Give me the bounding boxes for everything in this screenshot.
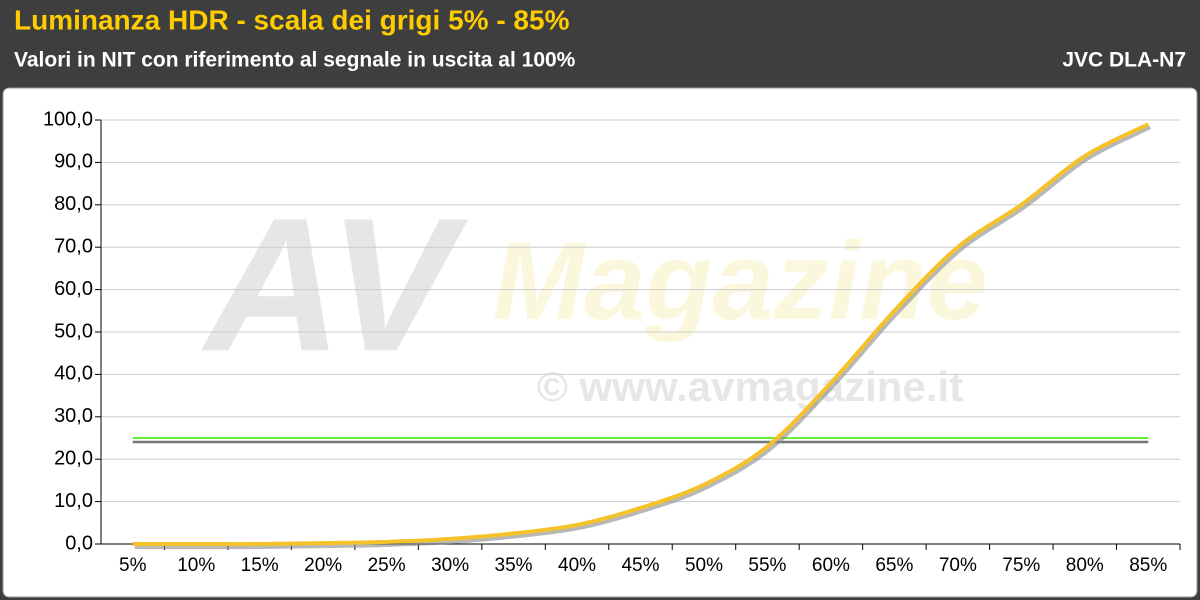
x-tick-label: 85%: [1129, 555, 1167, 576]
y-tick-label: 10,0: [54, 490, 93, 512]
x-tick-label: 55%: [748, 555, 786, 576]
y-tick-label: 0,0: [65, 532, 93, 554]
watermark-brand: Magazine: [492, 220, 987, 343]
x-tick-label: 65%: [875, 555, 913, 576]
x-tick-label: 35%: [495, 555, 533, 576]
y-tick-label: 80,0: [54, 193, 93, 215]
x-tick-label: 30%: [431, 555, 469, 576]
watermark-url: © www.avmagazine.it: [537, 363, 963, 410]
x-tick-label: 15%: [241, 555, 279, 576]
y-tick-label: 100,0: [43, 108, 93, 130]
y-tick-label: 90,0: [54, 151, 93, 173]
x-tick-label: 10%: [177, 555, 215, 576]
y-tick-label: 20,0: [54, 447, 93, 469]
y-tick-label: 40,0: [54, 363, 93, 385]
x-tick-label: 70%: [939, 555, 977, 576]
line-shadow: [134, 125, 1152, 550]
device-label: JVC DLA-N7: [1062, 49, 1186, 72]
x-tick-label: 45%: [621, 555, 659, 576]
chart-subtitle: Valori in NIT con riferimento al segnale…: [14, 49, 576, 72]
x-tick-label: 60%: [812, 555, 850, 576]
y-tick-label: 30,0: [54, 405, 93, 427]
plot-panel: [2, 87, 1198, 598]
watermark-logo: AV: [201, 179, 468, 391]
y-tick-label: 60,0: [54, 278, 93, 300]
watermark: AV Magazine © www.avmagazine.it: [201, 179, 987, 410]
x-tick-label: 50%: [685, 555, 723, 576]
y-tick-label: 70,0: [54, 235, 93, 257]
x-tick-label: 75%: [1002, 555, 1040, 576]
x-tick-label: 20%: [304, 555, 342, 576]
x-tick-label: 25%: [368, 555, 406, 576]
chart-title: Luminanza HDR - scala dei grigi 5% - 85%: [14, 4, 570, 35]
y-tick-label: 50,0: [54, 320, 93, 342]
x-tick-label: 80%: [1066, 555, 1104, 576]
x-tick-label: 40%: [558, 555, 596, 576]
x-tick-label: 5%: [119, 555, 147, 576]
line: [132, 122, 1150, 547]
